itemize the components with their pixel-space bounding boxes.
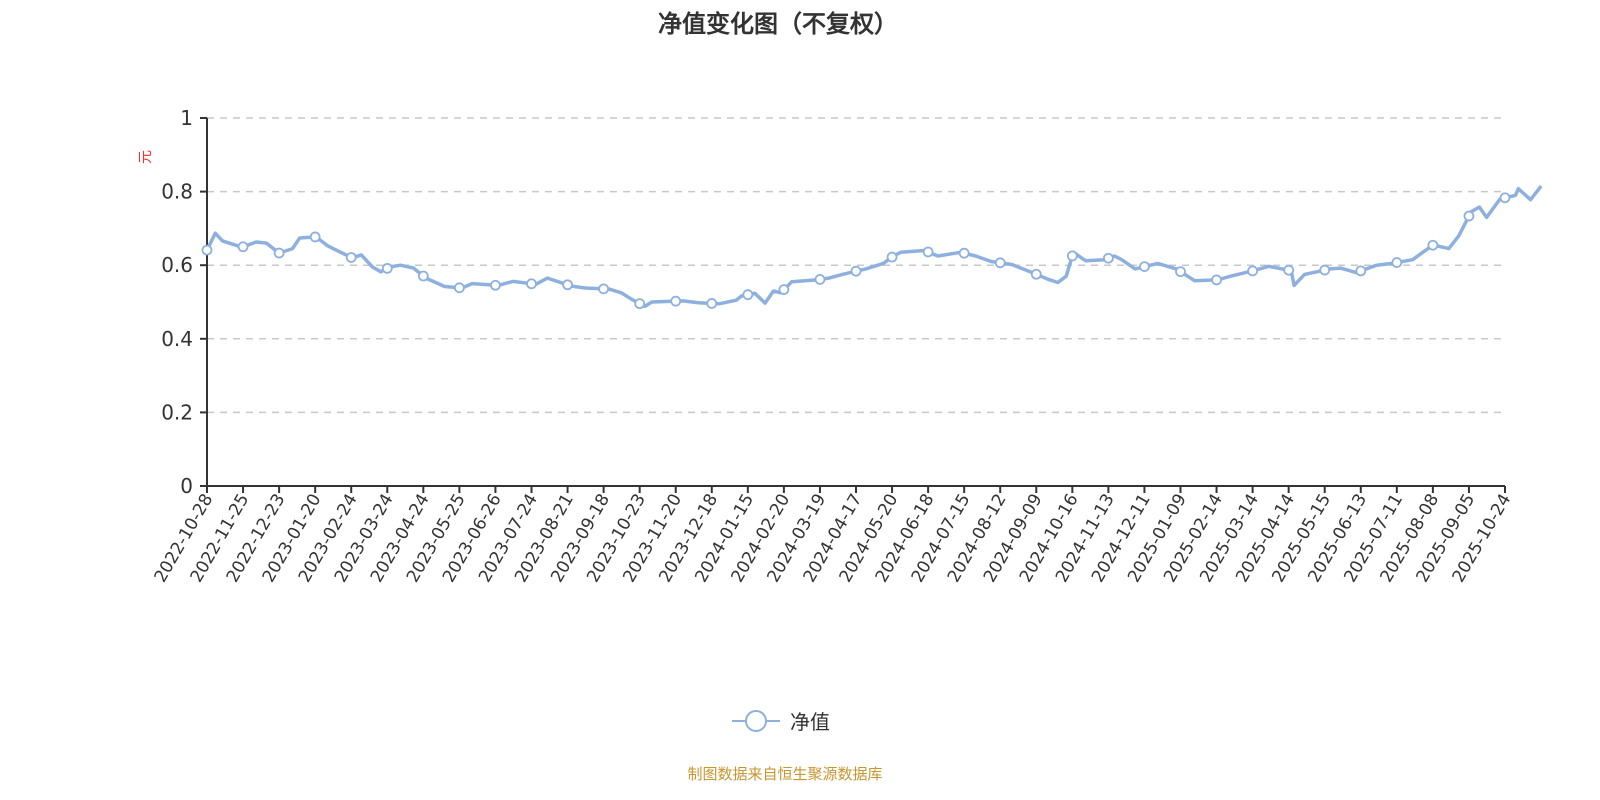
footer-source: 制图数据来自恒生聚源数据库: [687, 765, 882, 783]
y-tick-label: 0.4: [161, 327, 193, 351]
nav-line: [205, 185, 1543, 309]
data-point-marker: [1319, 264, 1331, 276]
data-point-marker: [706, 298, 718, 309]
data-point-marker: [1427, 239, 1439, 251]
data-point-marker: [345, 252, 357, 263]
y-tick-label: 0.6: [161, 253, 193, 277]
y-axis-unit: 元: [138, 150, 154, 164]
data-point-marker: [994, 257, 1006, 269]
data-point-marker: [417, 270, 429, 282]
data-point-marker: [1499, 192, 1511, 204]
chart-title: 净值变化图（不复权）: [658, 10, 898, 38]
data-point-marker: [814, 273, 826, 285]
data-point-marker: [634, 298, 646, 310]
data-point-marker: [1283, 264, 1295, 276]
data-point-marker: [778, 284, 790, 295]
data-point-marker: [1247, 265, 1259, 277]
data-point-marker: [1066, 250, 1078, 262]
data-point-marker: [742, 289, 754, 301]
data-point-marker: [453, 282, 465, 294]
legend-label: 净值: [790, 710, 830, 734]
y-tick-label: 0: [180, 474, 193, 498]
y-tick-label: 0.8: [161, 180, 193, 204]
data-point-marker: [670, 295, 682, 307]
data-point-marker: [850, 265, 862, 277]
data-point-marker: [1463, 210, 1475, 222]
y-tick-label: 1: [180, 106, 193, 130]
data-point-marker: [309, 231, 321, 243]
data-point-marker: [1139, 261, 1150, 273]
data-point-marker: [1211, 274, 1222, 286]
data-point-marker: [1391, 257, 1403, 268]
data-point-marker: [598, 283, 610, 295]
data-point-marker: [1175, 266, 1186, 278]
data-point-marker: [237, 241, 249, 253]
y-tick-label: 0.2: [161, 400, 193, 424]
data-point-marker: [490, 279, 501, 291]
data-point-marker: [201, 244, 213, 256]
data-point-marker: [562, 279, 573, 291]
data-point-marker: [381, 262, 393, 274]
data-point-marker: [526, 278, 537, 290]
data-point-marker: [1102, 252, 1114, 264]
data-point-marker: [1355, 265, 1367, 277]
legend[interactable]: 净值: [732, 710, 830, 734]
data-point-marker: [958, 247, 970, 259]
legend-marker-icon: [745, 710, 767, 732]
data-point-marker: [1030, 268, 1042, 280]
data-point-marker: [886, 251, 898, 263]
data-point-marker: [273, 247, 285, 259]
data-point-marker: [922, 246, 934, 258]
